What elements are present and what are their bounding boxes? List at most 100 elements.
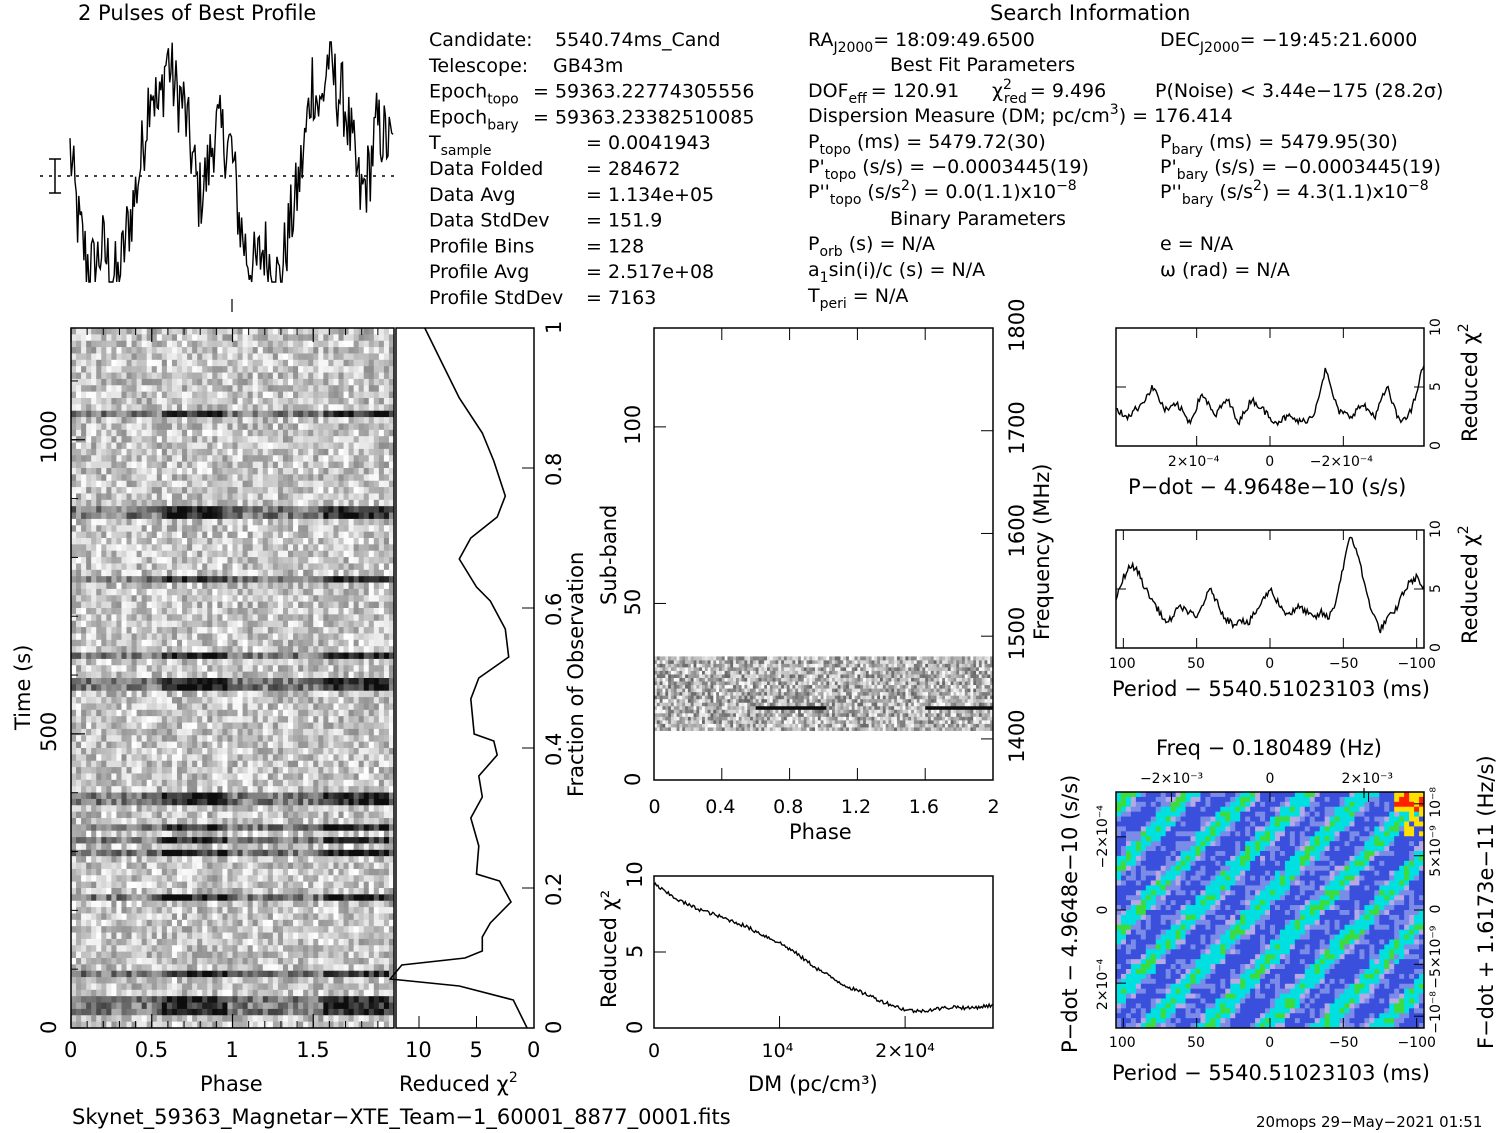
heatmap-cell [131,690,138,698]
heatmap-cell [176,811,183,819]
heatmap-cell [156,544,163,552]
heatmap-cell [227,366,233,374]
heatmap-cell [101,378,107,386]
heatmap-cell [81,347,87,354]
heatmap-cell [156,347,163,354]
heatmap-cell [282,423,289,431]
heatmap-cell [116,697,122,704]
heatmap-cell [388,410,395,418]
heatmap-cell [212,436,218,444]
heatmap-cell [333,429,339,437]
heatmap-cell [333,436,339,444]
heatmap-cell [318,646,324,654]
heatmap-cell [358,728,365,736]
heatmap-cell [222,480,228,488]
heatmap-cell [388,353,395,361]
heatmap-cell [303,665,309,673]
heatmap-cell [227,429,233,437]
heatmap-cell [388,538,395,545]
heatmap-cell [257,646,264,654]
heatmap-cell [176,404,183,412]
heatmap-cell [207,767,213,774]
heatmap-cell [182,716,188,724]
heatmap-cell [176,709,183,717]
heatmap-cell [217,372,223,380]
heatmap-cell [383,525,390,533]
heatmap-cell [293,608,299,615]
heatmap-cell [288,518,294,526]
heatmap-cell [247,455,254,463]
heatmap-cell [176,499,183,507]
heatmap-cell [192,417,198,424]
heatmap-cell [328,417,334,424]
heatmap-cell [91,468,97,475]
heatmap-cell [146,748,153,755]
heatmap-cell [106,703,112,711]
heatmap-cell [267,461,274,469]
heatmap-cell [343,767,350,774]
heatmap-cell [328,671,334,679]
heatmap-cell [378,455,385,463]
heatmap-cell [303,760,309,768]
heatmap-cell [363,385,370,393]
heatmap-cell [176,633,183,641]
heatmap-cell [242,748,249,755]
heatmap-cell [116,639,122,647]
heatmap-cell [156,620,163,628]
heatmap-cell [161,805,168,813]
heatmap-cell [227,748,233,755]
heatmap-cell [212,372,218,380]
heatmap-cell [388,366,395,374]
heatmap-cell [217,417,223,424]
heatmap-cell [373,754,380,762]
heatmap-cell [171,372,178,380]
heatmap-cell [348,703,355,711]
heatmap-cell [353,595,360,603]
heatmap-cell [388,716,395,724]
heatmap-cell [101,366,107,374]
heatmap-cell [141,455,148,463]
heatmap-cell [383,455,390,463]
heatmap-cell [81,544,87,552]
heatmap-cell [161,398,168,405]
heatmap-cell [298,538,304,545]
heatmap-cell [207,391,213,399]
heatmap-cell [121,754,128,762]
heatmap-cell [131,480,138,488]
heatmap-cell [272,595,279,603]
heatmap-cell [176,474,183,482]
heatmap-cell [116,442,122,450]
heatmap-cell [293,748,299,755]
heatmap-cell [192,728,198,736]
heatmap-cell [146,442,153,450]
heatmap-cell [358,601,365,609]
heatmap-cell [116,429,122,437]
heatmap-cell [202,754,208,762]
heatmap-cell [293,353,299,361]
heatmap-cell [71,461,77,469]
heatmap-cell [91,684,97,692]
heatmap-cell [91,512,97,520]
heatmap-cell [197,728,203,736]
heatmap-cell [313,328,319,335]
heatmap-cell [76,499,82,507]
heatmap-cell [343,798,350,806]
heatmap-cell [222,423,228,431]
heatmap-cell [131,474,138,482]
heatmap-cell [81,678,87,685]
heatmap-cell [298,487,304,494]
heatmap-cell [212,512,218,520]
heatmap-cell [126,378,133,386]
heatmap-cell [262,811,269,819]
heatmap-cell [81,728,87,736]
heatmap-cell [338,569,345,577]
heatmap-cell [146,410,153,418]
heatmap-cell [252,716,259,724]
heatmap-cell [323,391,329,399]
heatmap-cell [86,639,92,647]
heatmap-cell [353,576,360,584]
heatmap-cell [383,423,390,431]
heatmap-cell [242,754,249,762]
heatmap-cell [106,353,112,361]
heatmap-cell [237,347,244,354]
